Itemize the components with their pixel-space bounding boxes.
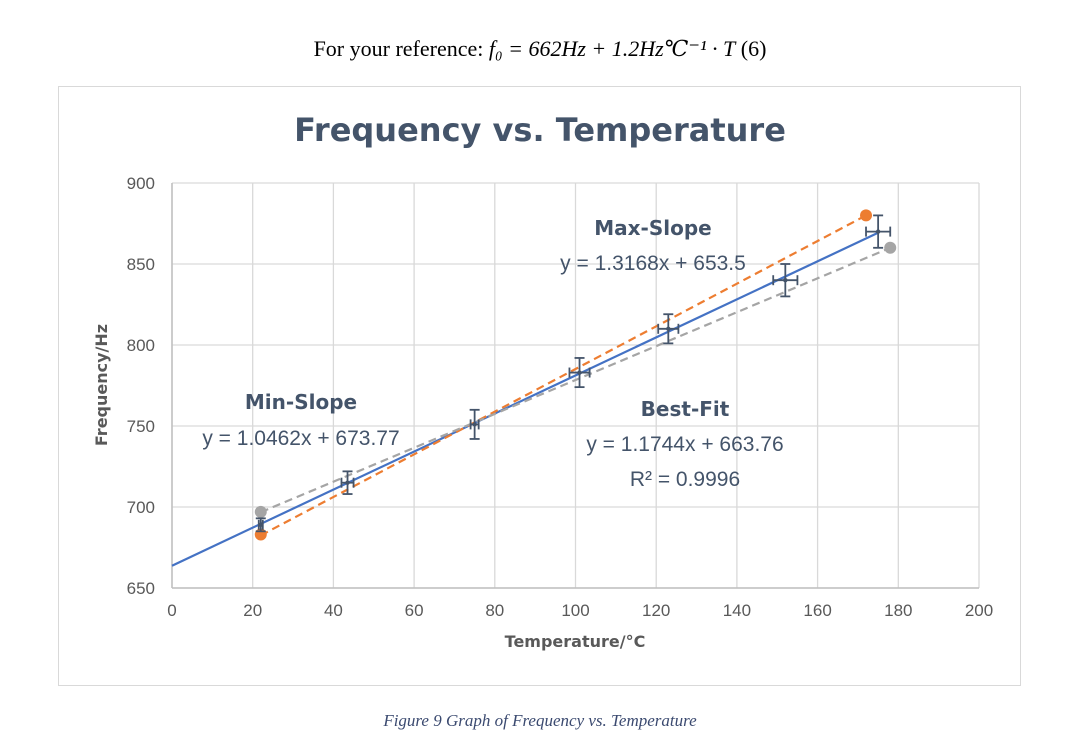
data-point [345, 480, 350, 485]
y-tick-label: 650 [127, 579, 155, 598]
x-tick-label: 140 [723, 601, 751, 620]
data-point [258, 522, 263, 528]
chart-title: Frequency vs. Temperature [294, 111, 786, 149]
x-tick-label: 160 [803, 601, 831, 620]
y-tick-label: 800 [127, 336, 155, 355]
x-tick-label: 100 [561, 601, 589, 620]
x-tick-label: 20 [243, 601, 262, 620]
reference-formula: For your reference: f₀ = 662Hz + 1.2Hz℃⁻… [0, 36, 1080, 62]
x-axis-title: Temperature/°C [505, 632, 646, 651]
tick-layer: 650 700 750 800 850 900 0 20 40 60 80 100 120 140 160 1… [127, 174, 994, 620]
min-slope-endpoint [254, 505, 267, 518]
point-layer [254, 209, 897, 541]
data-point [783, 278, 788, 283]
min-slope-equation: y = 1.0462x + 673.77 [202, 427, 399, 450]
x-tick-label: 80 [485, 601, 504, 620]
y-tick-label: 750 [127, 417, 155, 436]
x-tick-label: 60 [405, 601, 424, 620]
x-tick-label: 200 [965, 601, 993, 620]
min-slope-endpoint [884, 241, 897, 254]
y-tick-label: 850 [127, 255, 155, 274]
x-tick-label: 40 [324, 601, 343, 620]
reference-eq-number: (6) [735, 36, 767, 61]
max-slope-equation: y = 1.3168x + 653.5 [560, 252, 746, 275]
figure-caption: Figure 9 Graph of Frequency vs. Temperat… [383, 711, 697, 730]
data-point [577, 370, 582, 375]
x-tick-label: 0 [167, 601, 176, 620]
best-fit-equation: y = 1.1744x + 663.76 [586, 433, 783, 456]
y-tick-label: 700 [127, 498, 155, 517]
chart-frame [58, 86, 1021, 686]
y-tick-label: 900 [127, 174, 155, 193]
y-axis-title: Frequency/Hz [92, 324, 111, 446]
data-point [875, 229, 881, 234]
best-fit-r2: R² = 0.9996 [630, 468, 740, 491]
min-slope-line [260, 246, 891, 514]
line-layer [171, 214, 891, 567]
best-fit-label: Best-Fit [641, 397, 730, 421]
grid-layer [171, 182, 980, 589]
max-slope-label: Max-Slope [594, 216, 711, 240]
best-fit-line [171, 231, 879, 567]
reference-prefix: For your reference: [313, 36, 489, 61]
min-slope-label: Min-Slope [245, 390, 357, 414]
max-slope-endpoint [860, 209, 873, 222]
data-point [666, 326, 671, 331]
data-point [472, 422, 477, 427]
max-slope-line [260, 214, 867, 537]
x-tick-label: 120 [642, 601, 670, 620]
reference-formula-text: f₀ = 662Hz + 1.2Hz℃⁻¹ · T [488, 36, 736, 61]
x-tick-label: 180 [884, 601, 912, 620]
